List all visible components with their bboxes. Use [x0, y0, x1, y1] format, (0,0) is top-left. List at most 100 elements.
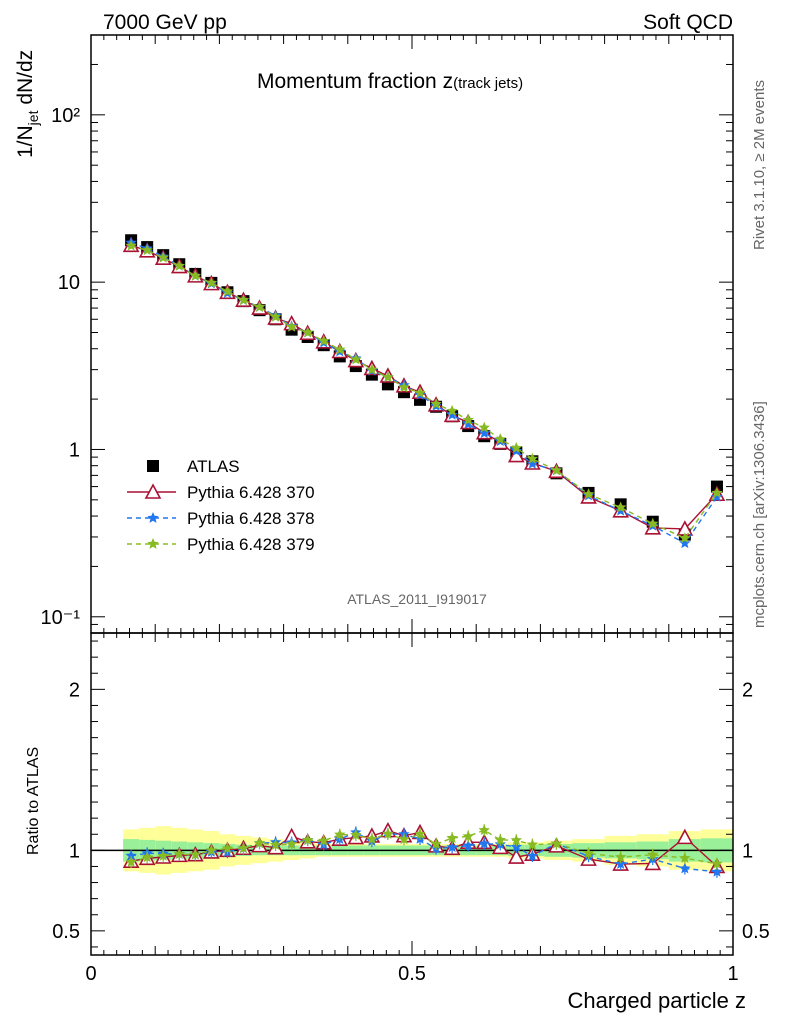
- ratio-point: [462, 839, 474, 851]
- data-point: [526, 452, 539, 464]
- data-point: [446, 404, 458, 416]
- data-point: [478, 421, 490, 433]
- ratio-tick-label-right: 0.5: [742, 921, 770, 943]
- ratio-tick-label-right: 1: [742, 840, 753, 862]
- y-axis-label-main: 1/Njet dN/dz: [14, 50, 41, 158]
- legend-marker: [147, 538, 159, 549]
- ratio-point: [507, 848, 525, 864]
- data-point: [221, 285, 234, 297]
- data-point: [430, 398, 442, 409]
- x-tick-label: 0.5: [398, 963, 426, 985]
- ratio-point: [334, 828, 346, 840]
- data-point: [478, 427, 490, 439]
- main-plot-area: [122, 234, 726, 549]
- analysis-label: ATLAS_2011_I919017: [347, 591, 487, 607]
- data-point: [382, 371, 394, 383]
- data-point: [679, 532, 691, 543]
- ratio-point: [414, 828, 426, 839]
- y-tick-label: 1: [69, 439, 80, 461]
- data-point: [334, 343, 346, 355]
- ratio-tick-label-left: 2: [69, 679, 80, 701]
- ratio-point: [398, 833, 410, 845]
- data-point: [366, 363, 378, 375]
- legend-item: Pythia 6.428 379: [127, 535, 315, 554]
- y-label-main-rest: dN/dz: [14, 50, 37, 111]
- ratio-point: [189, 848, 201, 860]
- data-point: [462, 418, 474, 429]
- data-point: [550, 464, 563, 476]
- ratio-point: [510, 834, 522, 846]
- ratio-plot-area: [91, 821, 733, 878]
- x-tick-label: 1: [727, 963, 738, 985]
- data-point: [205, 276, 218, 288]
- data-point: [614, 501, 627, 513]
- ratio-point: [430, 838, 442, 849]
- ratio-tick-label-left: 1: [69, 840, 80, 862]
- ratio-point: [711, 857, 723, 869]
- y-label-main-a: 1/N: [14, 125, 37, 158]
- data-point: [510, 442, 522, 453]
- ratio-point: [446, 832, 458, 843]
- ratio-point: [318, 834, 330, 846]
- y-label-main-sub: jet: [25, 110, 41, 126]
- series-3: [125, 239, 723, 543]
- data-point: [711, 491, 723, 502]
- data-point: [446, 408, 458, 420]
- x-axis-label: Charged particle z: [567, 988, 746, 1013]
- ratio-point: [253, 837, 266, 849]
- data-point: [647, 517, 659, 529]
- legend-item: Pythia 6.428 370: [127, 483, 315, 502]
- ratio-point: [173, 848, 185, 859]
- ratio-point: [446, 841, 458, 853]
- ratio-point: [269, 839, 282, 850]
- data-point: [141, 244, 153, 256]
- ratio-point: [526, 838, 539, 850]
- plot-title-sub: (track jets): [453, 75, 523, 92]
- legend-label: Pythia 6.428 370: [187, 483, 315, 502]
- ratio-point: [382, 827, 394, 839]
- ratio-point: [614, 858, 627, 869]
- ratio-point: [478, 837, 490, 849]
- header-left: 7000 GeV pp: [103, 11, 227, 34]
- ratio-point: [157, 849, 169, 861]
- data-point: [125, 239, 137, 251]
- data-point: [711, 486, 723, 498]
- data-point: [173, 259, 185, 271]
- data-point: [285, 320, 298, 332]
- ratio-point: [711, 865, 723, 877]
- legend-label: Pythia 6.428 378: [187, 509, 315, 528]
- ratio-point: [478, 824, 490, 836]
- data-point: [253, 301, 266, 312]
- ratio-point: [494, 833, 506, 845]
- data-point: [582, 488, 595, 500]
- legend-item: ATLAS: [147, 457, 240, 476]
- ratio-point: [676, 828, 694, 845]
- ratio-point: [679, 862, 691, 874]
- side-label-top: Rivet 3.1.10, ≥ 2M events: [751, 80, 768, 250]
- data-point: [462, 414, 474, 425]
- ratio-point: [302, 834, 314, 845]
- ratio-point: [221, 842, 234, 854]
- data-point: [494, 433, 506, 445]
- data-point: [350, 353, 362, 365]
- data-point: [157, 251, 169, 263]
- y-tick-label: 10⁻¹: [41, 607, 81, 629]
- ratio-point: [125, 856, 137, 867]
- ratio-point: [614, 851, 627, 863]
- data-point: [302, 326, 314, 338]
- ratio-point: [526, 850, 539, 861]
- ratio-point: [647, 848, 659, 860]
- data-point: [507, 446, 525, 463]
- legend-marker: [147, 512, 159, 523]
- header-right: Soft QCD: [643, 11, 733, 34]
- ratio-point: [125, 849, 137, 861]
- ratio-point: [205, 844, 218, 856]
- ratio-point: [237, 842, 250, 854]
- side-label-bottom: mcplots.cern.ch [arXiv:1306.3436]: [751, 401, 768, 628]
- data-point: [269, 310, 282, 322]
- legend-label: ATLAS: [187, 457, 240, 476]
- ratio-tick-label-right: 2: [742, 679, 753, 701]
- ratio-point: [510, 841, 522, 852]
- plot-title: Momentum fraction z(track jets): [257, 70, 523, 93]
- ratio-frame: [90, 632, 734, 956]
